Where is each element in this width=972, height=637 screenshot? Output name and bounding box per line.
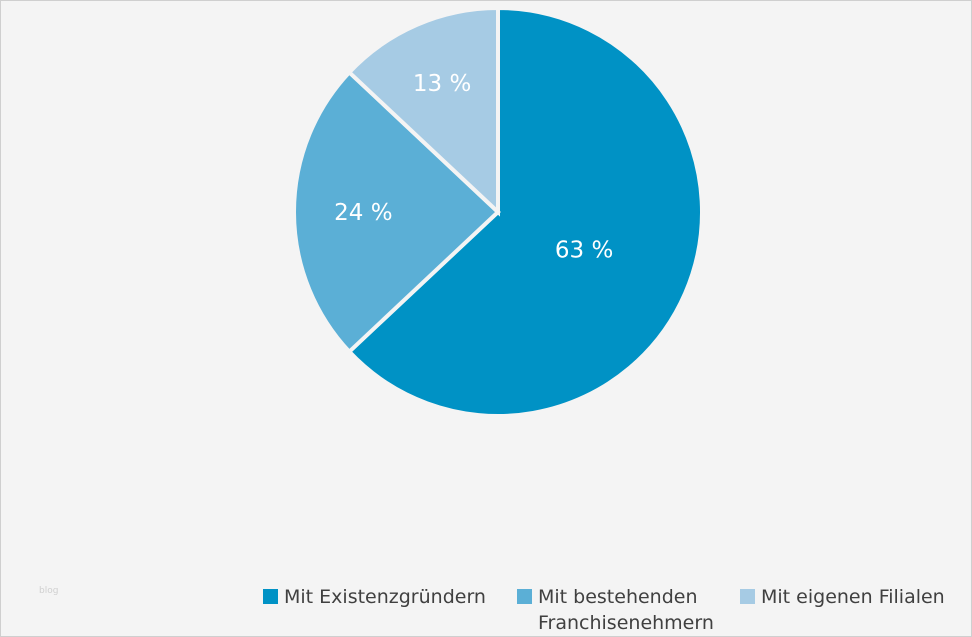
- legend-swatch: [517, 589, 532, 604]
- pie-slice: [292, 69, 501, 355]
- legend-label: Mit eigenen Filialen: [761, 586, 945, 608]
- legend-label: Mit bestehenden: [538, 586, 698, 608]
- legend-item-franchisenehmer: Mit bestehenden Franchisenehmern: [517, 584, 714, 636]
- pie-slice: [346, 5, 704, 418]
- legend-item-existenzgruender: Mit Existenzgründern: [263, 584, 486, 610]
- legend-swatch: [263, 589, 278, 604]
- data-label: 63 %: [555, 237, 613, 263]
- data-label: 24 %: [334, 200, 392, 226]
- pie-slice: [346, 5, 500, 217]
- legend-item-filialen: Mit eigenen Filialen: [740, 584, 945, 610]
- legend-swatch: [740, 589, 755, 604]
- legend-label: Mit Existenzgründern: [284, 586, 486, 608]
- watermark: blog: [39, 586, 59, 596]
- legend-label-line2: Franchisenehmern: [538, 612, 714, 634]
- data-label: 13 %: [413, 71, 471, 97]
